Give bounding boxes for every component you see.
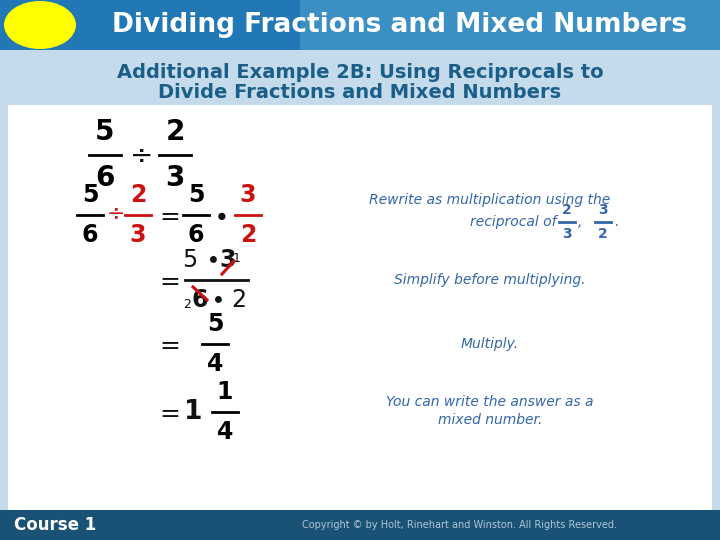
Ellipse shape	[4, 1, 76, 49]
Text: 4: 4	[217, 420, 233, 444]
Text: 1: 1	[184, 399, 202, 425]
Text: 5: 5	[82, 183, 98, 207]
Text: 2: 2	[562, 204, 572, 217]
Text: 3: 3	[240, 183, 256, 207]
Text: 3: 3	[166, 164, 185, 192]
Text: Course 1: Course 1	[14, 516, 96, 534]
Text: .: .	[614, 215, 618, 229]
Text: 6: 6	[82, 223, 98, 247]
Text: $\div$: $\div$	[106, 203, 124, 223]
Text: 2: 2	[598, 227, 608, 241]
Text: 2: 2	[240, 223, 256, 247]
Text: reciprocal of: reciprocal of	[470, 215, 557, 229]
Text: $=$: $=$	[156, 400, 181, 424]
Bar	[0, 50, 720, 125]
Text: 3: 3	[598, 204, 608, 217]
Text: Multiply.: Multiply.	[461, 337, 519, 351]
Text: 3: 3	[220, 248, 236, 272]
Text: 3: 3	[562, 227, 572, 241]
Bar	[0, 510, 720, 540]
Text: Rewrite as multiplication using the: Rewrite as multiplication using the	[369, 193, 611, 207]
Text: Additional Example 2B: Using Reciprocals to: Additional Example 2B: Using Reciprocals…	[117, 63, 603, 82]
Text: 1: 1	[233, 252, 241, 265]
Text: 5: 5	[95, 118, 114, 146]
Bar	[8, 105, 712, 510]
Text: $\div$: $\div$	[129, 141, 151, 169]
Text: $=$: $=$	[156, 203, 181, 227]
Text: Copyright © by Holt, Rinehart and Winston. All Rights Reserved.: Copyright © by Holt, Rinehart and Winsto…	[302, 520, 618, 530]
Text: Simplify before multiplying.: Simplify before multiplying.	[395, 273, 586, 287]
Text: 6: 6	[192, 288, 208, 312]
Text: 5: 5	[188, 183, 204, 207]
Text: Divide Fractions and Mixed Numbers: Divide Fractions and Mixed Numbers	[158, 83, 562, 102]
Text: $=$: $=$	[156, 268, 181, 292]
Text: Dividing Fractions and Mixed Numbers: Dividing Fractions and Mixed Numbers	[112, 12, 688, 38]
Text: mixed number.: mixed number.	[438, 413, 542, 427]
Text: 2: 2	[130, 183, 146, 207]
Text: 2: 2	[183, 298, 191, 311]
Text: $=$: $=$	[156, 332, 181, 356]
Bar	[0, 0, 720, 50]
Bar	[300, 0, 720, 50]
Text: 5: 5	[207, 312, 223, 336]
Text: You can write the answer as a: You can write the answer as a	[386, 395, 594, 409]
Text: 4: 4	[207, 352, 223, 376]
Text: $\bullet\;2$: $\bullet\;2$	[210, 288, 246, 312]
Text: $5\,\bullet$: $5\,\bullet$	[182, 248, 218, 272]
Text: 1: 1	[217, 380, 233, 404]
Text: 3: 3	[130, 223, 146, 247]
Text: $\bullet$: $\bullet$	[213, 203, 227, 227]
Text: 6: 6	[188, 223, 204, 247]
Text: 2: 2	[166, 118, 185, 146]
Text: ,: ,	[578, 215, 582, 229]
Text: 6: 6	[95, 164, 114, 192]
